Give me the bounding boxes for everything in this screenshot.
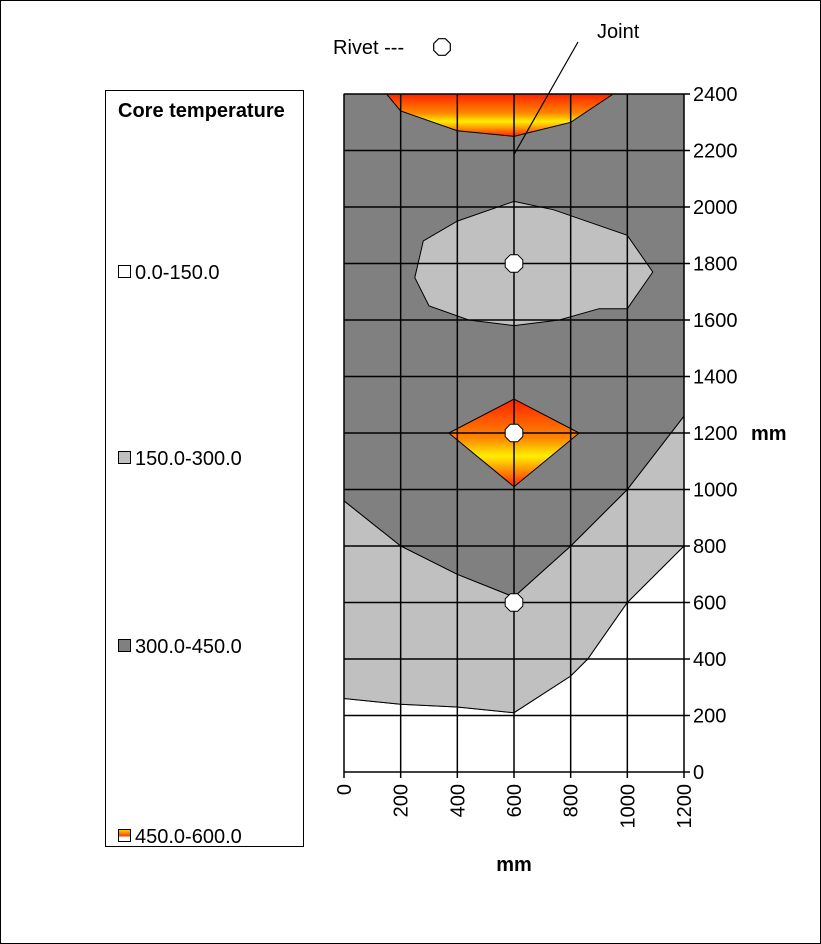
rivet-label: Rivet --- xyxy=(333,37,404,59)
y-tick-label: 400 xyxy=(693,649,726,671)
x-tick-label: 800 xyxy=(561,784,583,817)
legend-swatch xyxy=(118,265,131,278)
annotations: Rivet --- Joint xyxy=(333,21,640,155)
legend-label: 300.0-450.0 xyxy=(135,636,242,658)
rivet-marker xyxy=(504,593,524,612)
legend-swatch xyxy=(118,639,131,652)
x-tick-label: 0 xyxy=(334,784,356,795)
legend-item-300-450: 300.0-450.0 xyxy=(118,635,242,659)
gridlines xyxy=(343,93,690,778)
legend-item-150-300: 150.0-300.0 xyxy=(118,447,242,471)
legend-title: Core temperature xyxy=(118,100,285,122)
y-axis-title: mm xyxy=(751,423,787,445)
y-tick-label: 1000 xyxy=(693,480,738,502)
rivet-legend-icon xyxy=(433,38,451,56)
y-tick-label: 1800 xyxy=(693,254,738,276)
y-tick-label: 1600 xyxy=(693,310,738,332)
y-tick-label: 600 xyxy=(693,593,726,615)
x-tick-label: 400 xyxy=(447,784,469,817)
y-tick-label: 2000 xyxy=(693,197,738,219)
legend-item-0-150: 0.0-150.0 xyxy=(118,261,220,285)
y-tick-label: 0 xyxy=(693,762,704,784)
legend-swatch xyxy=(118,829,131,842)
rivet-marker xyxy=(504,423,524,443)
legend-label: 0.0-150.0 xyxy=(135,262,220,284)
legend: Core temperature 0.0-150.0 150.0-300.0 3… xyxy=(105,90,304,849)
x-tick-label: 1000 xyxy=(617,784,639,829)
x-tick-label: 1200 xyxy=(674,784,696,829)
y-tick-label: 2400 xyxy=(693,84,738,106)
y-tick-label: 1200 xyxy=(693,423,738,445)
y-tick-label: 2200 xyxy=(693,141,738,163)
legend-label: 150.0-300.0 xyxy=(135,448,242,470)
legend-swatch xyxy=(118,451,131,464)
joint-pointer-line xyxy=(513,41,579,155)
rivet-marker xyxy=(504,254,524,273)
rivet-markers xyxy=(504,254,524,612)
legend-label: 450.0-600.0 xyxy=(135,826,242,848)
tick-labels: 0200400600800100012001400160018002000220… xyxy=(334,84,787,876)
x-axis-title: mm xyxy=(496,854,532,876)
legend-item-450-600: 450.0-600.0 xyxy=(118,825,242,849)
y-tick-label: 200 xyxy=(693,706,726,728)
y-tick-label: 1400 xyxy=(693,367,738,389)
y-tick-label: 800 xyxy=(693,536,726,558)
x-tick-label: 600 xyxy=(504,784,526,817)
joint-label: Joint xyxy=(597,21,640,43)
plot-border xyxy=(343,93,685,773)
x-tick-label: 200 xyxy=(391,784,413,817)
